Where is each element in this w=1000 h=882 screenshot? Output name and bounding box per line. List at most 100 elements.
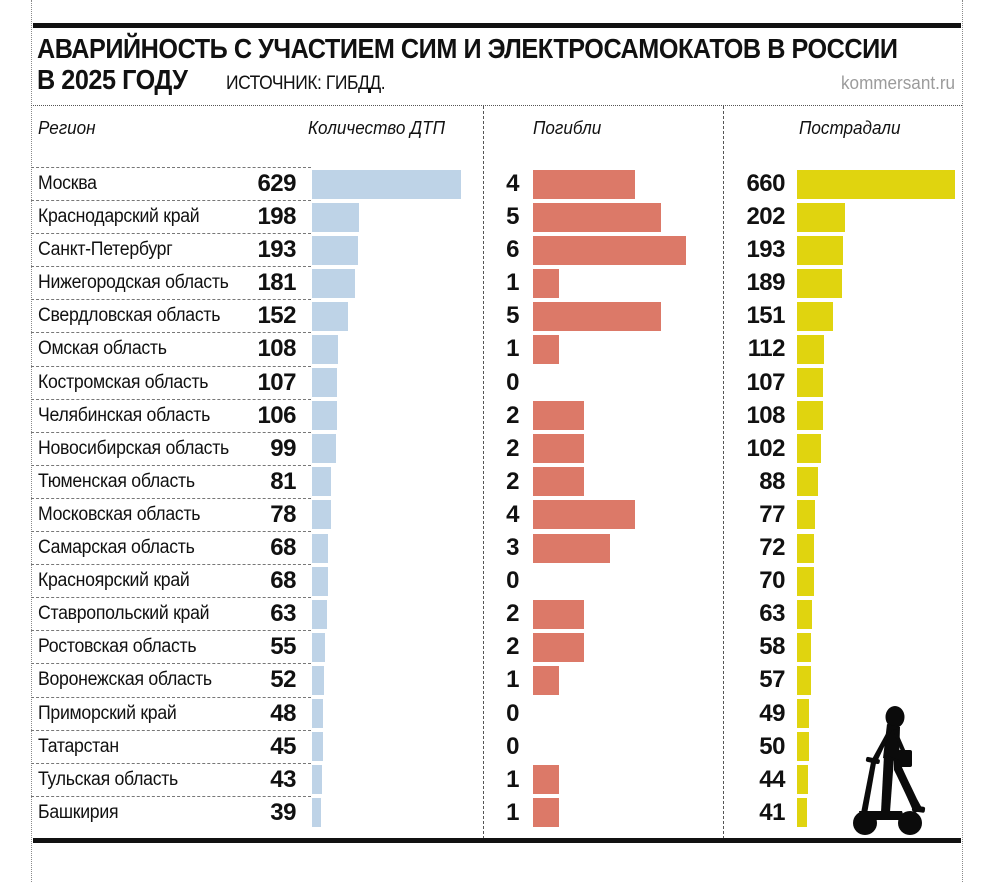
accidents-bar — [312, 632, 326, 662]
died-value: 1 — [506, 335, 519, 363]
accidents-value: 107 — [257, 368, 296, 396]
injured-bar — [797, 500, 816, 530]
accidents-value: 181 — [257, 269, 296, 297]
died-bar — [533, 334, 559, 364]
region-label: Санкт-Петербург — [38, 239, 173, 261]
injured-value: 63 — [759, 600, 785, 628]
table-row: Костромская область 107 0 107 — [0, 365, 1000, 399]
accidents-value: 63 — [270, 600, 296, 628]
injured-bar — [797, 202, 846, 232]
column-header-injured: Пострадали — [799, 118, 901, 138]
column-separator-2 — [723, 106, 724, 839]
region-label: Московская область — [38, 503, 201, 525]
injured-value: 77 — [759, 500, 785, 528]
injured-bar — [797, 765, 808, 795]
accidents-value: 99 — [270, 434, 296, 462]
died-bar — [533, 467, 584, 497]
died-value: 1 — [506, 798, 519, 826]
died-value: 0 — [506, 368, 519, 396]
table-row: Новосибирская область 99 2 102 — [0, 431, 1000, 465]
accidents-bar — [312, 566, 329, 596]
accidents-bar — [312, 732, 323, 762]
table-row: Ставропольский край 63 2 63 — [0, 597, 1000, 630]
table-row: Самарская область 68 3 72 — [0, 531, 1000, 564]
died-bar — [533, 599, 584, 629]
row-separator — [31, 167, 311, 168]
injured-value: 660 — [746, 170, 785, 197]
died-value: 3 — [506, 534, 519, 562]
injured-bar — [797, 599, 813, 629]
died-value: 0 — [506, 567, 519, 595]
died-value: 1 — [506, 269, 519, 297]
accidents-bar — [312, 235, 358, 265]
row-separator — [31, 365, 311, 367]
injured-value: 49 — [759, 699, 785, 727]
table-row: Омская область 108 1 112 — [0, 332, 1000, 365]
row-separator — [31, 663, 311, 665]
accidents-value: 48 — [270, 699, 296, 727]
accidents-bar — [312, 368, 338, 398]
accidents-bar — [312, 798, 322, 828]
table-row: Санкт-Петербург 193 6 193 — [0, 233, 1000, 266]
accidents-bar — [312, 500, 331, 530]
row-separator — [31, 597, 311, 599]
died-value: 2 — [506, 467, 519, 495]
table-row: Краснодарский край 198 5 202 — [0, 200, 1000, 233]
row-separator — [31, 233, 311, 235]
region-label: Тульская область — [38, 768, 178, 790]
table-row: Ростовская область 55 2 58 — [0, 630, 1000, 663]
injured-bar — [797, 268, 843, 298]
region-label: Ставропольский край — [38, 603, 210, 625]
region-label: Новосибирская область — [38, 437, 229, 459]
title-block: АВАРИЙНОСТЬ С УЧАСТИЕМ СИМ И ЭЛЕКТРОСАМО… — [37, 33, 993, 95]
accidents-bar — [312, 467, 332, 497]
died-bar — [533, 665, 559, 695]
bottom-rule — [33, 838, 961, 843]
accidents-value: 68 — [270, 567, 296, 595]
row-separator — [31, 696, 311, 698]
died-bar — [533, 169, 635, 199]
row-separator — [31, 795, 311, 797]
died-value: 1 — [506, 765, 519, 793]
region-label: Свердловская область — [38, 305, 221, 327]
row-separator — [31, 266, 311, 268]
injured-value: 151 — [746, 302, 785, 330]
injured-bar — [797, 301, 834, 331]
injured-bar — [797, 169, 955, 199]
injured-value: 189 — [746, 269, 785, 297]
region-label: Омская область — [38, 338, 167, 360]
injured-value: 44 — [759, 765, 785, 793]
injured-bar — [797, 434, 822, 464]
data-rows: Москва 629 4 660 Краснодарский край 198 … — [0, 167, 1000, 829]
died-bar — [533, 500, 635, 530]
accidents-value: 193 — [257, 236, 296, 264]
column-header-died: Погибли — [533, 118, 602, 138]
row-separator — [31, 729, 311, 731]
injured-bar — [797, 699, 809, 728]
accidents-value: 108 — [257, 335, 296, 363]
injured-value: 72 — [759, 534, 785, 562]
table-row: Челябинская область 106 2 108 — [0, 398, 1000, 432]
accidents-value: 78 — [270, 500, 296, 528]
region-label: Татарстан — [38, 735, 119, 757]
table-row: Нижегородская область 181 1 189 — [0, 266, 1000, 299]
page-title-line1: АВАРИЙНОСТЬ С УЧАСТИЕМ СИМ И ЭЛЕКТРОСАМО… — [37, 33, 898, 64]
accidents-bar — [312, 169, 462, 199]
region-label: Воронежская область — [38, 669, 212, 691]
top-rule — [33, 23, 961, 28]
site-credit: kommersant.ru — [840, 73, 955, 93]
table-row: Приморский край 48 0 49 — [0, 696, 1000, 730]
row-separator — [31, 762, 311, 764]
injured-bar — [797, 334, 824, 364]
died-bar — [533, 401, 584, 431]
accidents-bar — [312, 268, 355, 298]
accidents-bar — [312, 599, 327, 629]
injured-value: 107 — [746, 368, 785, 396]
accidents-value: 68 — [270, 534, 296, 562]
died-value: 0 — [506, 732, 519, 760]
row-separator — [31, 431, 311, 433]
injured-bar — [797, 235, 844, 265]
region-label: Краснодарский край — [38, 206, 200, 228]
accidents-bar — [312, 699, 324, 728]
accidents-value: 52 — [270, 666, 296, 694]
